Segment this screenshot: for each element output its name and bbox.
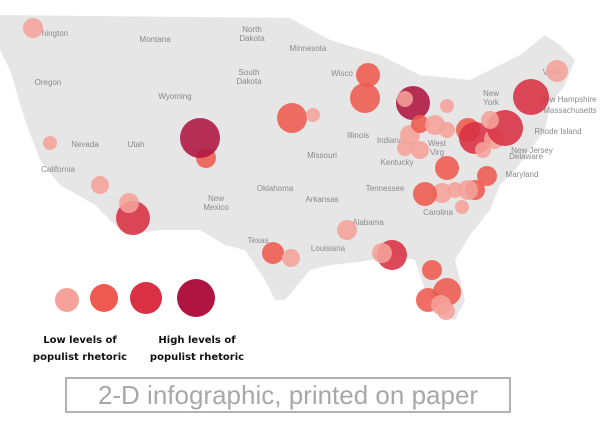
- bubble: [91, 176, 109, 194]
- legend-swatch: [177, 279, 215, 317]
- state-label: Indiana: [377, 136, 404, 145]
- state-labels: hingtonMontanaNorthDakotaMinnesotaSouthD…: [35, 25, 597, 253]
- bubble: [422, 260, 442, 280]
- state-label: Maryland: [506, 170, 539, 179]
- state-label: Carolina: [423, 208, 453, 217]
- state-label: New Hampshire: [540, 95, 597, 104]
- bubble: [481, 111, 499, 129]
- bubble: [23, 18, 43, 38]
- bubble: [337, 220, 357, 240]
- legend-swatch: [90, 284, 118, 312]
- bubble: [455, 200, 469, 214]
- legend-label: Low levels of: [43, 335, 117, 346]
- state-label: West: [428, 139, 447, 148]
- state-label: Oklahoma: [257, 184, 294, 193]
- bubble: [262, 242, 284, 264]
- state-label: North: [242, 25, 262, 34]
- bubble: [119, 193, 139, 213]
- state-label: New: [208, 194, 224, 203]
- state-label: Wyoming: [158, 92, 191, 101]
- caption-box: [65, 377, 511, 413]
- state-label: Tennessee: [366, 184, 405, 193]
- bubble: [411, 141, 429, 159]
- state-label: Dakota: [239, 34, 265, 43]
- state-label: Montana: [139, 35, 171, 44]
- bubble: [435, 156, 459, 180]
- bubble: [411, 115, 429, 133]
- bubbles: [23, 18, 568, 320]
- legend: Low levels of populist rhetoric High lev…: [33, 279, 244, 363]
- state-label: Illinois: [347, 131, 369, 140]
- state-label: Missouri: [307, 151, 337, 160]
- state-label: Virg: [430, 148, 444, 157]
- bubble: [356, 63, 380, 87]
- state-label: Dakota: [236, 77, 262, 86]
- state-label: California: [41, 165, 75, 174]
- land: [0, 15, 575, 320]
- state-label: Rhode Island: [534, 127, 581, 136]
- bubble: [475, 142, 491, 158]
- bubble: [437, 302, 455, 320]
- bubble: [397, 140, 413, 156]
- state-label: Arkansas: [305, 195, 338, 204]
- state-label: Alabama: [352, 218, 384, 227]
- bubble: [350, 83, 380, 113]
- bubble: [306, 108, 320, 122]
- bubble: [439, 122, 455, 138]
- legend-swatch: [130, 282, 162, 314]
- bubble: [372, 243, 392, 263]
- state-label: Texas: [248, 236, 269, 245]
- bubble: [440, 99, 454, 113]
- legend-label: populist rhetoric: [150, 352, 244, 363]
- bubble: [458, 180, 478, 200]
- bubble: [180, 118, 220, 158]
- state-label: New Jersey: [511, 146, 553, 155]
- state-label: Mexico: [203, 203, 229, 212]
- state-label: Nevada: [71, 140, 99, 149]
- state-label: Massachusetts: [543, 106, 596, 115]
- state-label: Oregon: [35, 78, 62, 87]
- bubble: [43, 136, 57, 150]
- legend-label: High levels of: [158, 335, 236, 346]
- caption: 2-D infographic, printed on paper: [98, 380, 478, 410]
- bubble: [546, 60, 568, 82]
- state-label: Utah: [128, 140, 145, 149]
- bubble: [513, 79, 549, 115]
- legend-swatch: [55, 288, 79, 312]
- state-label: Kentucky: [381, 158, 414, 167]
- state-label: Louisiana: [311, 244, 346, 253]
- legend-label: populist rhetoric: [33, 352, 127, 363]
- state-label: hington: [42, 29, 68, 38]
- bubble: [277, 103, 307, 133]
- state-label: York: [483, 98, 500, 107]
- bubble: [397, 91, 413, 107]
- bubble: [477, 166, 497, 186]
- state-label: Minnesota: [290, 44, 327, 53]
- bubble: [282, 249, 300, 267]
- state-label: South: [239, 68, 260, 77]
- bubble: [432, 183, 452, 203]
- state-label: Wisco: [331, 69, 353, 78]
- state-label: Delaware: [509, 152, 543, 161]
- bubble: [413, 182, 437, 206]
- state-label: New: [483, 89, 499, 98]
